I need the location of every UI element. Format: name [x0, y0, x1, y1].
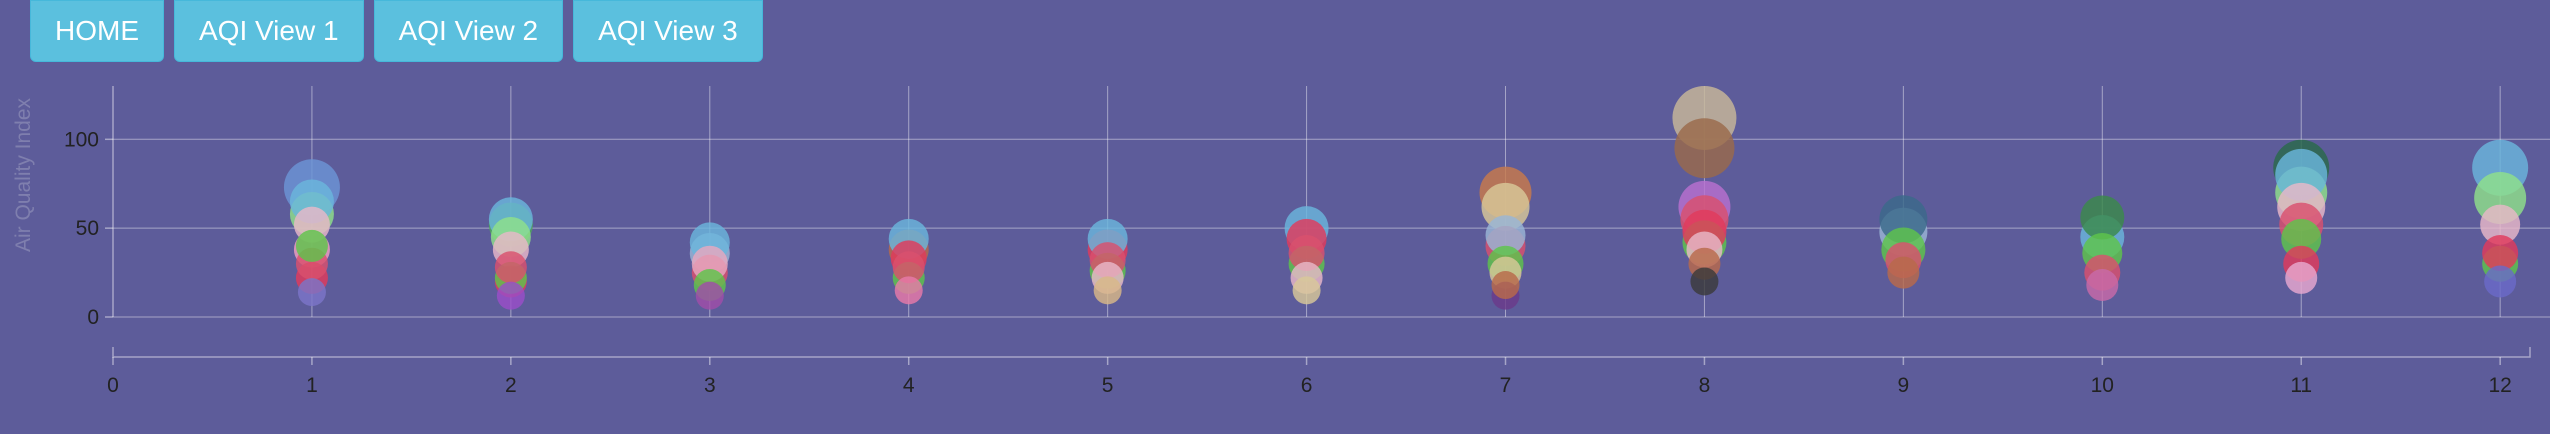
bubble-point [892, 251, 925, 284]
y-tick-label: 50 [76, 217, 99, 240]
bubble-point [2080, 195, 2125, 240]
y-tick-label: 100 [64, 128, 99, 151]
bubble-point [2086, 269, 2119, 302]
bubble-point [2480, 204, 2521, 245]
bubble-point [1093, 276, 1122, 305]
x-axis-line [112, 347, 2531, 358]
nav-bar: HOME AQI View 1 AQI View 2 AQI View 3 [30, 0, 763, 62]
x-tick-label: 10 [2091, 374, 2114, 397]
x-tick-label: 9 [1898, 374, 1910, 397]
bubble-point [2482, 235, 2519, 272]
bubble-point [2484, 265, 2517, 298]
y-tick-label: 0 [87, 306, 99, 329]
x-tick-label: 1 [306, 374, 318, 397]
x-tick-label: 12 [2488, 374, 2511, 397]
bubble-point [1481, 182, 1530, 231]
x-tick-label: 4 [903, 374, 915, 397]
x-tick-label: 5 [1102, 374, 1114, 397]
x-tick-label: 8 [1699, 374, 1711, 397]
bubble-point [1485, 215, 1526, 256]
aqi-view-3-button[interactable]: AQI View 3 [573, 0, 763, 62]
x-tick-label: 3 [704, 374, 716, 397]
aqi-view-1-button[interactable]: AQI View 1 [174, 0, 364, 62]
bubble-point [494, 251, 527, 284]
grid-lines [113, 86, 2550, 318]
bubble-point [894, 276, 923, 305]
bubble-point [1690, 267, 1719, 296]
bubble-point [295, 229, 328, 262]
bubble-point [297, 278, 326, 307]
bubble-point [2285, 261, 2318, 294]
bubble-point [1674, 118, 1735, 179]
aqi-view-2-button[interactable]: AQI View 2 [373, 0, 564, 62]
x-tick-label: 0 [107, 374, 119, 397]
home-button[interactable]: HOME [30, 0, 164, 62]
bubble-point [496, 281, 525, 310]
x-tick-label: 6 [1301, 374, 1313, 397]
bubble-point [1292, 276, 1321, 305]
bubble-point [1491, 271, 1520, 300]
bubble-point [1887, 256, 1920, 289]
y-axis-title: Air Quality Index [12, 97, 35, 252]
x-tick-label: 2 [505, 374, 517, 397]
bubble-point [1288, 235, 1325, 272]
x-tick-label: 7 [1500, 374, 1512, 397]
bubble-point [695, 281, 724, 310]
bubble-layer [283, 85, 2529, 310]
x-tick-label: 11 [2290, 374, 2312, 397]
